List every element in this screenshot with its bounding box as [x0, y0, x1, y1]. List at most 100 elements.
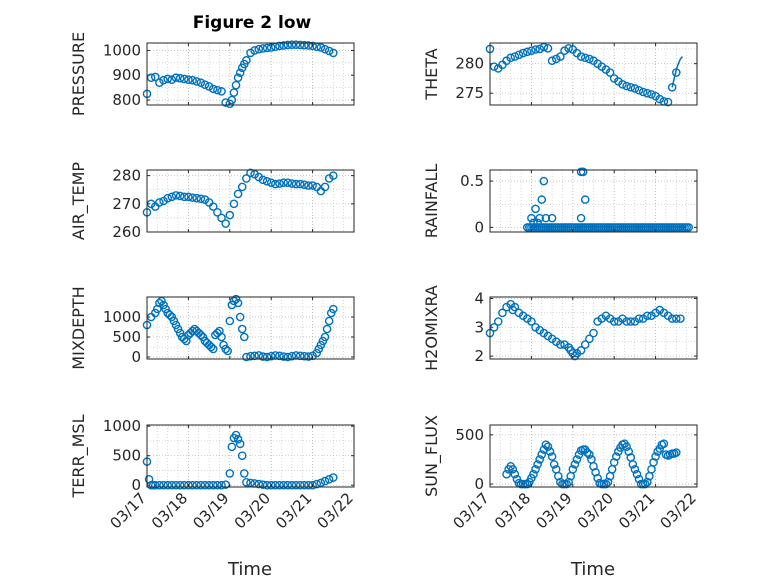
panel-mixdepth-axes-box: [146, 296, 355, 360]
data-point: [328, 473, 338, 482]
data-point: [262, 480, 272, 490]
data-point: [529, 469, 538, 479]
data-point: [539, 42, 549, 52]
data-point: [300, 480, 309, 490]
data-point: [171, 73, 181, 83]
x-tick-label: 03/21: [615, 489, 658, 532]
data-point: [547, 452, 557, 461]
data-point: [535, 44, 544, 54]
data-point: [179, 74, 189, 84]
data-point: [231, 430, 241, 440]
data-point: [628, 460, 638, 469]
data-point: [254, 44, 264, 54]
data-point: [235, 312, 245, 322]
data-point: [514, 50, 524, 60]
data-point: [200, 80, 210, 89]
panel-terrmsl-yticks: 0 500 1000: [103, 417, 354, 494]
y-tick-label: 0: [474, 218, 484, 236]
y-tick-label: 900: [112, 66, 141, 84]
data-point: [634, 474, 644, 484]
data-point: [287, 40, 297, 50]
data-point: [585, 54, 594, 64]
data-point: [593, 473, 602, 483]
data-point: [271, 480, 280, 490]
data-point: [655, 94, 665, 104]
data-point: [308, 181, 317, 190]
panel-terrmsl-xlabel: Time: [227, 559, 272, 580]
data-point: [568, 464, 578, 474]
data-point: [510, 302, 520, 312]
data-point: [266, 480, 276, 490]
data-point: [533, 460, 542, 469]
data-point: [225, 469, 235, 478]
panel-airtemp-ylabel: AIR_TEMP: [69, 162, 89, 240]
data-point: [324, 316, 334, 326]
data-point: [163, 74, 172, 84]
panel-theta-grid: [489, 43, 698, 105]
data-point: [545, 447, 555, 456]
figure-title: Figure 2 low: [193, 13, 312, 33]
data-point: [562, 479, 571, 489]
x-tick-label: 03/19: [532, 489, 575, 532]
data-point: [217, 480, 226, 490]
data-point: [217, 213, 226, 223]
x-tick-label: 03/18: [491, 489, 534, 532]
y-tick-label: 0.5: [460, 172, 484, 190]
data-point: [295, 40, 305, 50]
y-tick-label: 270: [112, 195, 141, 213]
panel-pressure-axes-box: [146, 42, 355, 106]
data-point: [518, 48, 528, 58]
panel-pressure-yticks: 800 900 1000: [103, 41, 354, 109]
data-point: [233, 73, 243, 83]
data-point: [663, 97, 673, 107]
panel-rainfall-marks: [489, 167, 698, 232]
data-point: [208, 84, 218, 94]
data-point: [308, 480, 317, 490]
panel-h2omixra-axes-box: [489, 296, 698, 360]
panel-mixdepth: 0 500 1000 MIXDEPTH: [69, 286, 355, 370]
data-point: [225, 316, 235, 326]
data-point: [300, 351, 309, 361]
y-tick-label: 275: [455, 84, 484, 102]
data-point: [223, 346, 233, 356]
data-point: [188, 75, 197, 85]
data-point: [312, 479, 322, 489]
data-point: [262, 43, 272, 53]
data-point: [585, 334, 594, 344]
data-point: [258, 480, 268, 489]
data-point: [508, 464, 518, 474]
panel-h2omixra: 2 3 4 H2OMIXRA: [422, 285, 698, 371]
data-point: [304, 480, 313, 490]
data-point: [667, 314, 677, 323]
data-point: [527, 317, 536, 326]
data-point: [225, 210, 235, 220]
x-tick-label: 03/17: [450, 489, 493, 532]
data-point: [576, 213, 586, 223]
data-point: [643, 88, 652, 98]
data-point: [489, 322, 499, 332]
data-point: [262, 176, 272, 186]
data-point: [217, 87, 226, 96]
y-tick-label: 280: [455, 55, 484, 73]
data-point: [556, 52, 565, 61]
data-point: [155, 298, 164, 308]
data-point: [184, 192, 193, 202]
panel-terrmsl-ylabel: TERR_MSL: [69, 414, 89, 498]
data-point: [510, 469, 520, 479]
data-point: [291, 40, 301, 50]
panel-mixdepth-marks: [142, 294, 355, 362]
data-point: [200, 480, 210, 490]
data-point: [155, 198, 164, 207]
data-point: [498, 308, 507, 318]
data-point: [576, 346, 586, 355]
data-point: [300, 40, 309, 50]
data-point: [576, 52, 586, 61]
panel-rainfall-axes-box: [489, 169, 698, 233]
y-tick-label: 800: [112, 91, 141, 109]
data-point: [213, 207, 222, 217]
data-point: [254, 479, 264, 489]
data-point: [522, 47, 532, 57]
data-point: [622, 317, 631, 326]
panel-h2omixra-marks: [485, 297, 698, 361]
data-point: [208, 202, 218, 211]
